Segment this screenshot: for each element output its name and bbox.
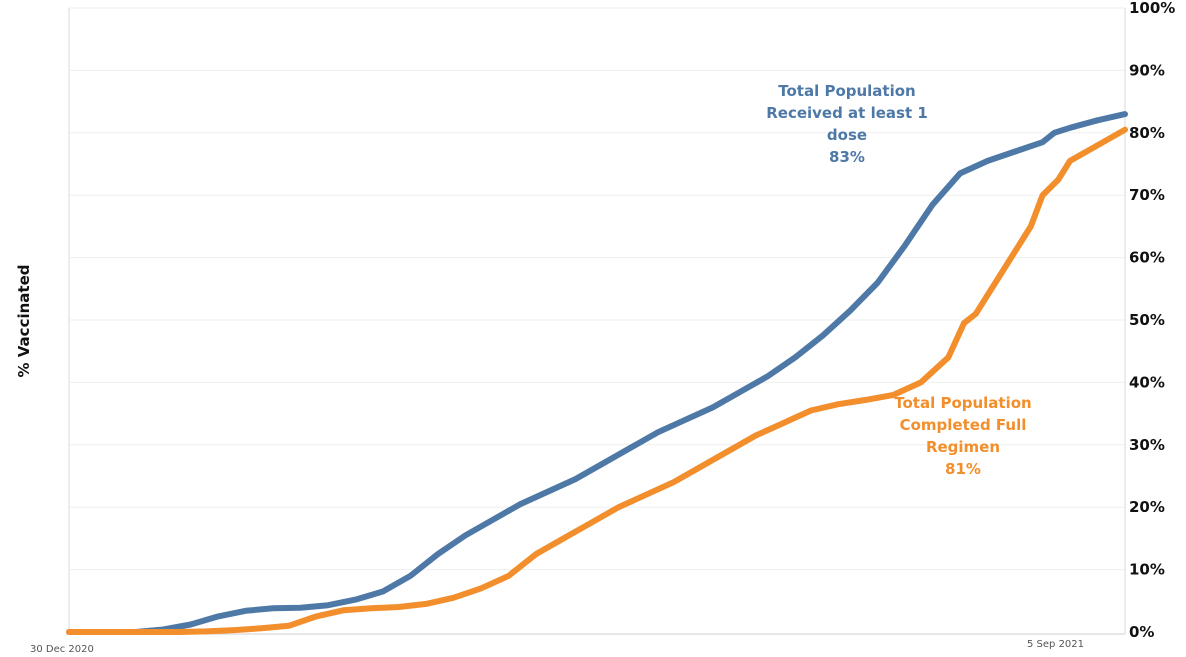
series-layer: [66, 111, 1128, 635]
annotation-line: Regimen: [926, 438, 1000, 456]
x-tick-label-start: 30 Dec 2020: [30, 644, 94, 655]
x-tick-label-end: 5 Sep 2021: [1027, 639, 1084, 650]
annotation-line: Completed Full: [900, 416, 1027, 434]
y-tick-label: 70%: [1129, 186, 1165, 204]
y-tick-label: 0%: [1129, 623, 1154, 641]
annotation-line: 81%: [945, 460, 981, 478]
series-line-at-least-one-dose: [66, 111, 1128, 635]
y-tick-label: 100%: [1129, 0, 1175, 17]
annotation-line: 83%: [829, 148, 865, 166]
annotation-full-regimen: Total Population Completed Full Regimen 81%: [894, 394, 1031, 478]
y-tick-label: 10%: [1129, 561, 1165, 579]
series-line-full-regimen: [66, 126, 1128, 635]
annotation-line: Received at least 1: [766, 104, 928, 122]
y-axis-ticks: 0% 10% 20% 30% 40% 50% 60% 70% 80% 90% 100%: [1129, 0, 1175, 641]
y-tick-label: 30%: [1129, 436, 1165, 454]
y-tick-label: 20%: [1129, 498, 1165, 516]
y-tick-label: 40%: [1129, 373, 1165, 391]
y-axis-title: % Vaccinated: [15, 265, 33, 378]
annotation-line: dose: [827, 126, 867, 144]
annotation-at-least-one-dose: Total Population Received at least 1 dose 8…: [766, 82, 928, 166]
annotation-line: Total Population: [894, 394, 1031, 412]
annotation-line: Total Population: [778, 82, 915, 100]
annotation-layer: Total Population Received at least 1 dose 8…: [766, 82, 1032, 478]
gridlines: [69, 7, 1125, 571]
y-tick-label: 90%: [1129, 61, 1165, 79]
y-tick-label: 50%: [1129, 311, 1165, 329]
x-axis-ticks: 30 Dec 2020 5 Sep 2021: [30, 639, 1084, 655]
y-tick-label: 60%: [1129, 249, 1165, 267]
y-tick-label: 80%: [1129, 124, 1165, 142]
